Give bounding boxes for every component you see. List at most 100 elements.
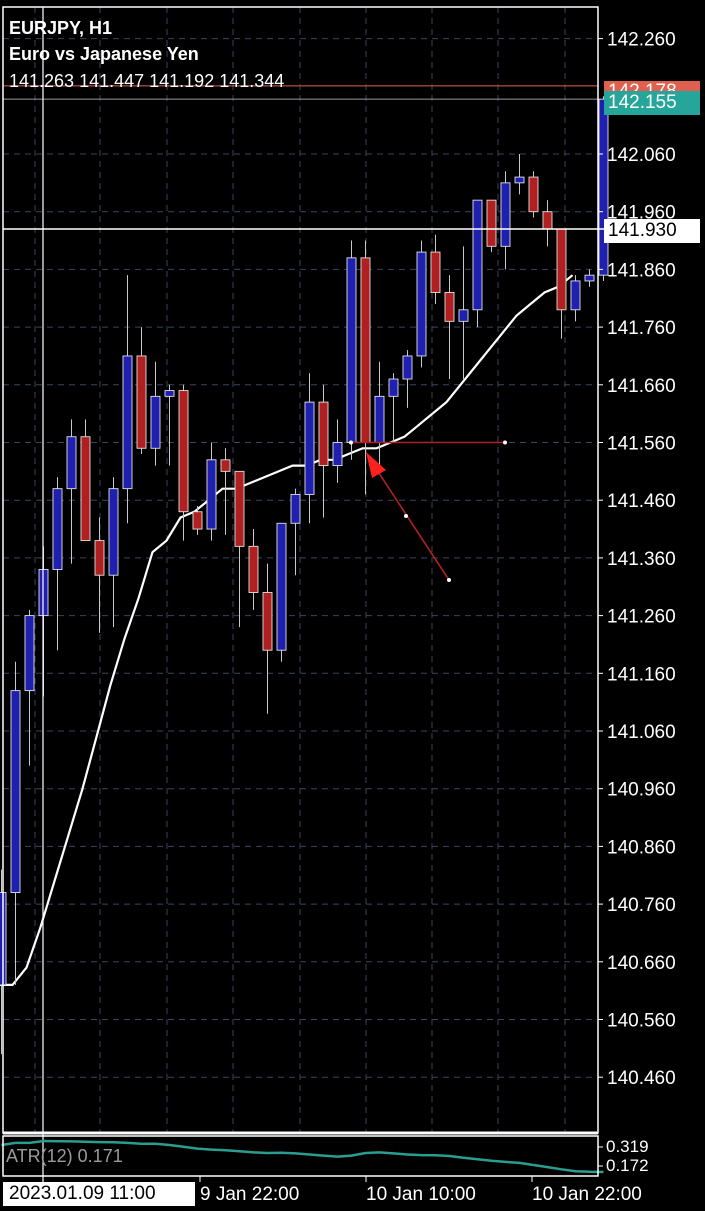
candle-body — [290, 493, 301, 524]
anchor-point — [349, 440, 353, 445]
candle-body — [10, 690, 21, 894]
symbol-description: Euro vs Japanese Yen — [9, 44, 199, 64]
candle-body — [360, 257, 371, 443]
time-tick-label: 9 Jan 22:00 — [200, 1184, 299, 1205]
bear-candle — [556, 228, 567, 339]
atr-window-border — [2, 1135, 599, 1177]
arrow-line — [372, 463, 450, 581]
bull-candle — [164, 384, 175, 466]
candle-body — [472, 199, 483, 311]
price-tick-label: 141.760 — [607, 318, 676, 339]
crosshair-time-badge: 2023.01.09 11:00 — [3, 1182, 195, 1206]
anchor-point — [503, 440, 507, 445]
bull-candle — [472, 199, 483, 328]
candle-body — [486, 199, 497, 247]
candle-body — [318, 401, 329, 467]
candle-body — [416, 251, 427, 357]
drawing-objects — [349, 440, 507, 582]
candle-body — [192, 511, 203, 530]
candle-body — [402, 355, 413, 380]
candle-body — [80, 436, 91, 542]
bear-candle — [136, 327, 147, 455]
bear-candle — [528, 171, 539, 218]
bull-candle — [290, 488, 301, 576]
chart-frame — [2, 6, 599, 1177]
moving-average-layer — [0, 274, 574, 986]
bull-candle — [598, 96, 609, 281]
bull-candle — [150, 361, 161, 466]
bull-candle — [122, 275, 133, 524]
bear-candle — [486, 199, 497, 253]
time-axis: 9 Jan 22:00 10 Jan 10:00 10 Jan 22:00 — [199, 1176, 642, 1205]
candle-body — [500, 182, 511, 247]
bear-candle — [318, 384, 329, 518]
atr-line — [1, 1139, 604, 1174]
price-tick-label: 142.060 — [607, 145, 676, 166]
price-tick-label: 141.360 — [607, 549, 676, 570]
price-tick-label: 141.860 — [607, 260, 676, 281]
candle-body — [248, 545, 259, 593]
bull-candle — [332, 419, 343, 483]
candle-body — [164, 390, 175, 397]
candle-body — [388, 378, 399, 397]
moving-average-line — [0, 274, 574, 986]
candle-body — [150, 395, 161, 449]
price-lines — [3, 7, 604, 1205]
grid — [3, 7, 598, 1133]
candle-body — [304, 401, 315, 495]
bear-candle — [234, 470, 245, 628]
atr-min-label: 0.172 — [606, 1156, 649, 1175]
candle-body — [444, 292, 455, 322]
arrow-head-icon — [366, 452, 386, 478]
candle-body — [374, 395, 385, 443]
candle-body — [346, 257, 357, 443]
time-tick-label: 10 Jan 10:00 — [366, 1184, 476, 1205]
bull-candle — [206, 442, 217, 541]
bear-candle — [80, 419, 91, 542]
bear-candle — [430, 234, 441, 305]
price-tick-label: 141.160 — [607, 664, 676, 685]
bear-candle — [94, 517, 105, 633]
candle-body — [52, 488, 63, 570]
bull-candle — [584, 269, 595, 287]
atr-indicator-label: ATR(12) 0.171 — [6, 1146, 123, 1166]
bull-candle — [570, 275, 581, 322]
atr-max-label: 0.319 — [606, 1137, 649, 1156]
bear-candle — [192, 505, 203, 535]
bull-candle — [276, 522, 287, 662]
price-tick-label: 140.960 — [607, 780, 676, 801]
price-tick-label: 141.060 — [607, 722, 676, 743]
candle-body — [570, 280, 581, 311]
atr-subwindow — [1, 1139, 604, 1174]
bull-candle — [304, 373, 315, 524]
bull-candle — [458, 246, 469, 380]
bear-candle — [248, 529, 259, 610]
price-tick-label: 140.460 — [607, 1068, 676, 1089]
candle-body — [136, 355, 147, 449]
candle-body — [528, 176, 539, 213]
candle-body — [584, 274, 595, 282]
bull-candle — [52, 477, 63, 651]
bear-candle — [444, 275, 455, 380]
candle-body — [514, 176, 525, 184]
candle-body — [262, 592, 273, 651]
candle-body — [24, 615, 35, 692]
candles — [0, 96, 609, 1055]
crosshair-price-badge: 141.930 — [604, 219, 700, 243]
bull-candle — [402, 350, 413, 408]
bull-candle — [66, 419, 77, 564]
candle-body — [66, 436, 77, 490]
time-tick-label: 10 Jan 22:00 — [532, 1184, 642, 1205]
candle-body — [94, 540, 105, 576]
price-tick-label: 141.560 — [607, 434, 676, 455]
bull-candle — [416, 240, 427, 368]
price-tick-label: 140.660 — [607, 953, 676, 974]
bid-price-badge: 142.155 — [604, 91, 700, 115]
bull-candle — [374, 361, 385, 466]
price-tick-label: 141.460 — [607, 491, 676, 512]
price-tick-label: 142.260 — [607, 30, 676, 51]
bear-candle — [220, 448, 231, 535]
price-tick-label: 140.560 — [607, 1011, 676, 1032]
candle-body — [542, 211, 553, 230]
